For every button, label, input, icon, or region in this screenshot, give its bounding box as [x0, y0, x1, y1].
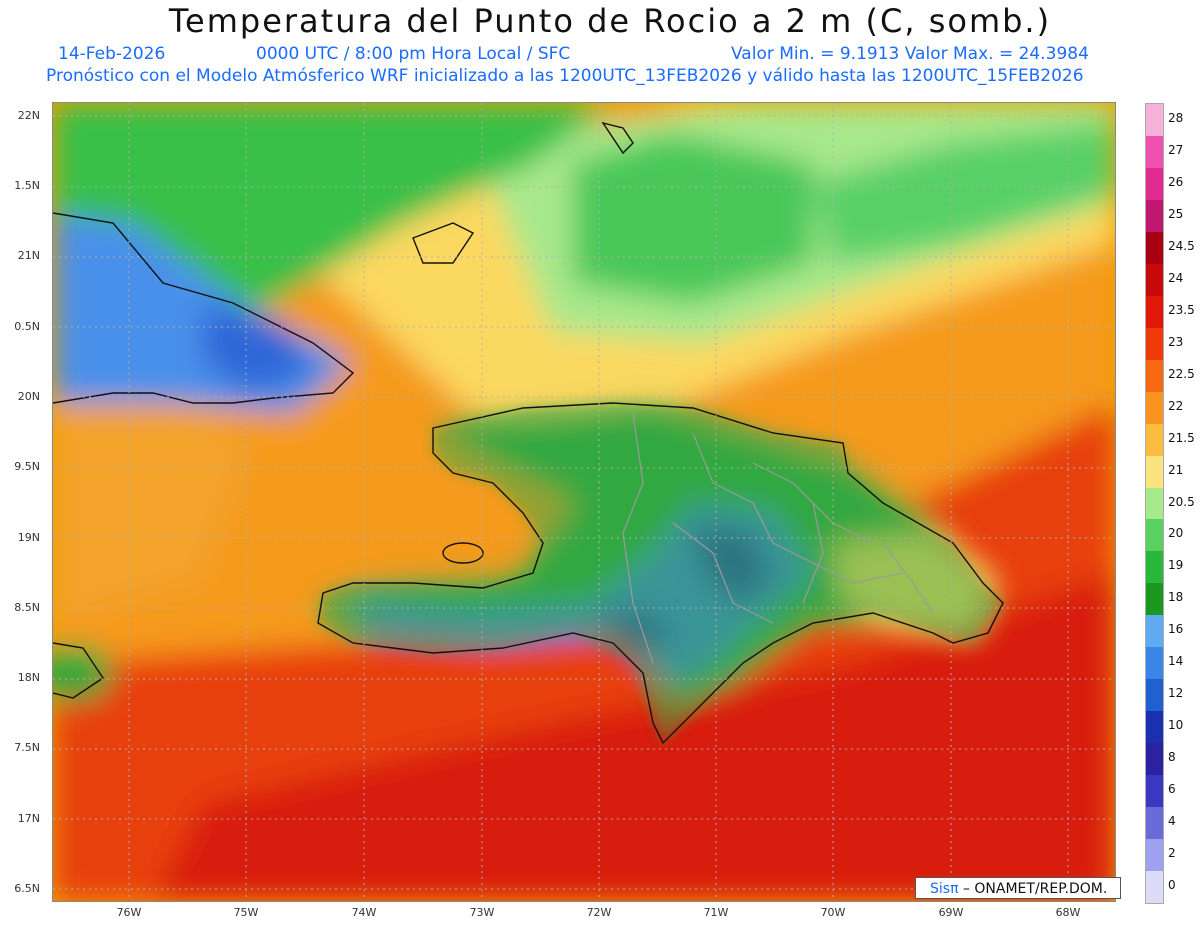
dewpoint-map: [52, 102, 1116, 902]
map-canvas: [53, 103, 1115, 901]
lat-label: 22N: [17, 109, 40, 122]
colorbar-swatch: [1146, 391, 1163, 424]
colorbar-swatch: [1146, 615, 1163, 648]
colorbar-label: 8: [1168, 750, 1176, 765]
colorbar-label: 25: [1168, 206, 1184, 221]
colorbar-label: 27: [1168, 142, 1184, 157]
colorbar-swatch: [1146, 295, 1163, 328]
lon-label: 76W: [116, 906, 142, 919]
colorbar-label: 21: [1168, 462, 1184, 477]
credit-box: Sisπ – ONAMET/REP.DOM.: [915, 877, 1121, 899]
lat-label: 19N: [17, 531, 40, 544]
colorbar-swatch: [1146, 583, 1163, 616]
colorbar-swatch: [1146, 647, 1163, 680]
colorbar-swatch: [1146, 135, 1163, 168]
colorbar-label: 21.5: [1168, 430, 1195, 445]
forecast-time-info: 0000 UTC / 8:00 pm Hora Local / SFC: [256, 44, 571, 64]
colorbar-swatch: [1146, 871, 1163, 904]
colorbar-swatch: [1146, 455, 1163, 488]
colorbar-label: 12: [1168, 686, 1184, 701]
lat-label: 17N: [17, 812, 40, 825]
colorbar-label: 23: [1168, 334, 1184, 349]
lat-label: 1.5N: [14, 179, 40, 192]
colorbar-swatch: [1146, 423, 1163, 456]
colorbar-label: 0: [1168, 878, 1176, 893]
colorbar-label: 18: [1168, 590, 1184, 605]
colorbar-swatch: [1146, 743, 1163, 776]
map-title: Temperatura del Punto de Rocio a 2 m (C,…: [168, 2, 1052, 40]
colorbar-swatch: [1146, 327, 1163, 360]
credit-text: – ONAMET/REP.DOM.: [958, 881, 1108, 897]
lon-label: 72W: [586, 906, 612, 919]
colorbar-label: 22: [1168, 398, 1184, 413]
colorbar-label: 19: [1168, 558, 1184, 573]
lat-label: 0.5N: [14, 320, 40, 333]
colorbar-swatch: [1146, 167, 1163, 200]
lat-label: 21N: [17, 249, 40, 262]
colorbar-swatch: [1146, 807, 1163, 840]
lat-label: 18N: [17, 671, 40, 684]
colorbar-swatch: [1146, 104, 1163, 136]
model-info: Pronóstico con el Modelo Atmósferico WRF…: [46, 66, 1084, 86]
colorbar-swatch: [1146, 711, 1163, 744]
colorbar-swatch: [1146, 519, 1163, 552]
lat-label: 9.5N: [14, 460, 40, 473]
colorbar-swatch: [1146, 263, 1163, 296]
coastlines: [53, 121, 1004, 745]
colorbar-label: 23.5: [1168, 302, 1195, 317]
lon-label: 69W: [938, 906, 964, 919]
colorbar-label: 20.5: [1168, 494, 1195, 509]
colorbar-label: 4: [1168, 814, 1176, 829]
lon-label: 75W: [233, 906, 259, 919]
colorbar-swatch: [1146, 199, 1163, 232]
lon-label: 74W: [351, 906, 377, 919]
colorbar-swatch: [1146, 775, 1163, 808]
colorbar-label: 2: [1168, 846, 1176, 861]
lat-label: 6.5N: [14, 882, 40, 895]
lat-label: 20N: [17, 390, 40, 403]
colorbar-swatch: [1146, 487, 1163, 520]
province-borders: [622, 412, 934, 664]
forecast-date: 14-Feb-2026: [58, 44, 166, 64]
colorbar-swatch: [1146, 231, 1163, 264]
land-overlay: [318, 403, 1003, 743]
lon-label: 71W: [703, 906, 729, 919]
colorbar: [1145, 103, 1164, 904]
colorbar-label: 10: [1168, 718, 1184, 733]
colorbar-label: 22.5: [1168, 366, 1195, 381]
colorbar-swatch: [1146, 359, 1163, 392]
value-range: Valor Min. = 9.1913 Valor Max. = 24.3984: [731, 44, 1089, 64]
lat-label: 7.5N: [14, 741, 40, 754]
colorbar-swatch: [1146, 679, 1163, 712]
lon-label: 73W: [469, 906, 495, 919]
graticule: [53, 103, 1115, 901]
colorbar-swatch: [1146, 839, 1163, 872]
colorbar-swatch: [1146, 551, 1163, 584]
colorbar-label: 20: [1168, 526, 1184, 541]
colorbar-label: 26: [1168, 174, 1184, 189]
lon-label: 68W: [1055, 906, 1081, 919]
lon-label: 70W: [820, 906, 846, 919]
colorbar-label: 14: [1168, 654, 1184, 669]
colorbar-label: 16: [1168, 622, 1184, 637]
colorbar-label: 28: [1168, 110, 1184, 125]
colorbar-label: 24: [1168, 270, 1184, 285]
lat-label: 8.5N: [14, 601, 40, 614]
sispi-logo: Sisπ: [930, 881, 959, 897]
colorbar-label: 24.5: [1168, 238, 1195, 253]
colorbar-label: 6: [1168, 782, 1176, 797]
